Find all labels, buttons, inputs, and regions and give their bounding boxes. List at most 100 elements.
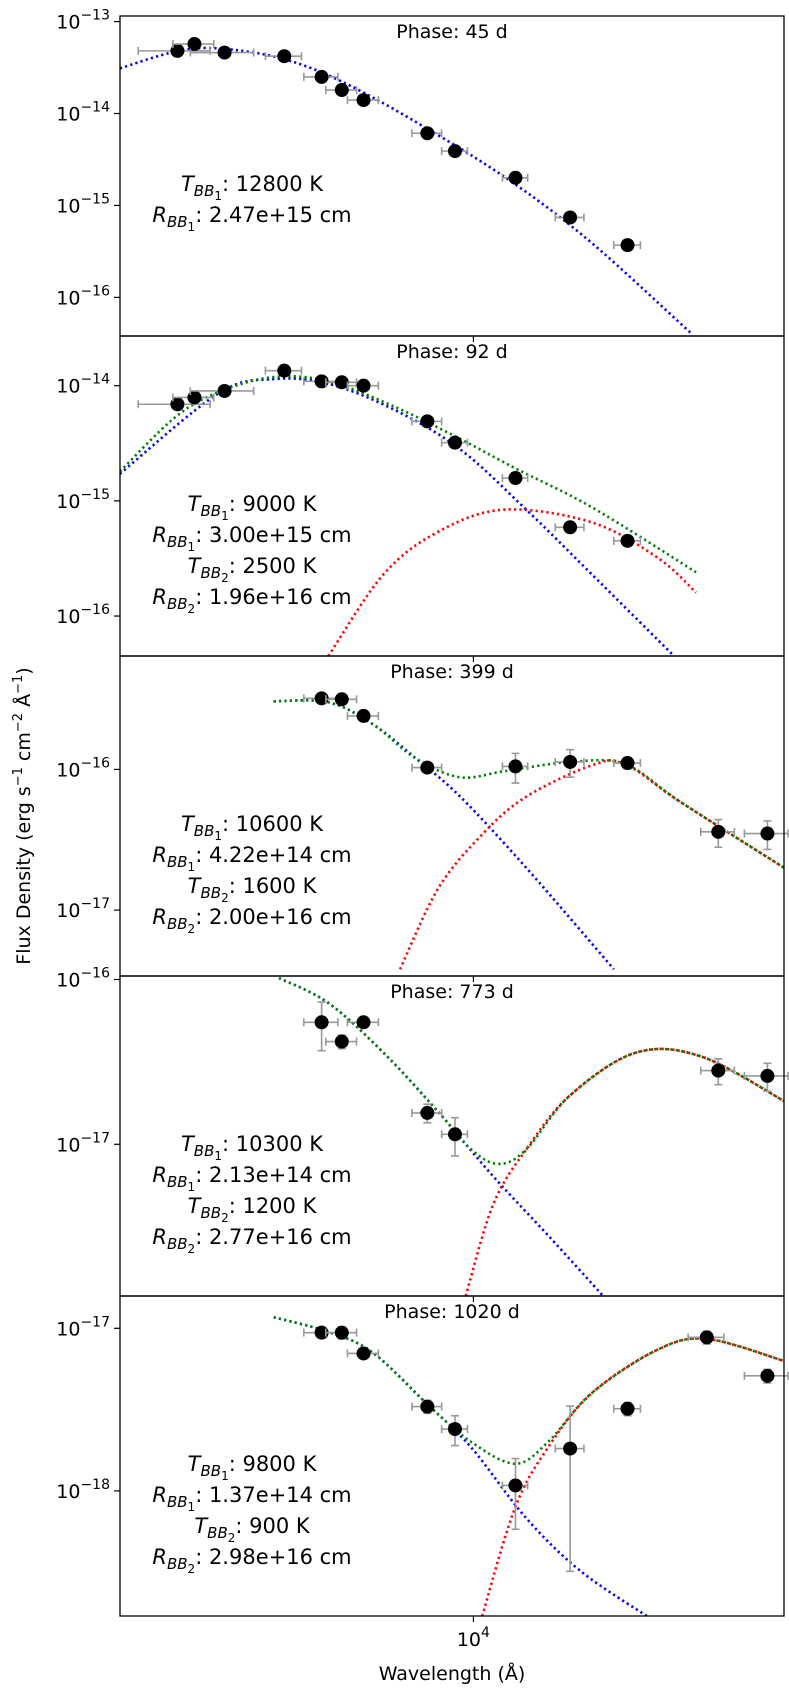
data-point bbox=[334, 1034, 349, 1049]
data-point bbox=[760, 1368, 775, 1383]
tick-exponent: −14 bbox=[80, 100, 110, 116]
data-point bbox=[563, 520, 578, 535]
tick-base: 10 bbox=[56, 606, 80, 628]
y-label-text: Å bbox=[12, 694, 35, 713]
y-label-exponent: −1 bbox=[11, 767, 26, 786]
annotation-symbol: T bbox=[181, 812, 196, 836]
data-point bbox=[760, 826, 775, 841]
tick-exponent: −17 bbox=[80, 896, 110, 912]
annotation-symbol: T bbox=[194, 1514, 209, 1538]
data-point bbox=[699, 1330, 714, 1345]
models bbox=[273, 1315, 784, 1616]
annotation-subscript: BB bbox=[200, 884, 221, 902]
tick-exponent: 4 bbox=[481, 1625, 490, 1641]
annotation-symbol: R bbox=[152, 1225, 167, 1249]
x-tick-label: 104 bbox=[457, 1625, 490, 1651]
annotation-index: 1 bbox=[188, 1180, 196, 1194]
annotation: TBB1: 9000 K bbox=[188, 492, 318, 523]
annotation-subscript: BB bbox=[200, 1462, 221, 1480]
annotation-symbol: R bbox=[152, 1483, 167, 1507]
y-tick-label: 10−14 bbox=[56, 372, 110, 398]
tick-exponent: −17 bbox=[80, 1314, 110, 1330]
annotation-text: : 10600 K bbox=[222, 812, 324, 836]
y-tick-label: 10−16 bbox=[56, 283, 110, 309]
annotation-text: : 3.00e+15 cm bbox=[195, 523, 351, 547]
data-point bbox=[760, 1068, 775, 1083]
tick-base: 10 bbox=[56, 12, 80, 34]
y-label-exponent: −1 bbox=[11, 675, 26, 694]
annotation-symbol: R bbox=[152, 523, 167, 547]
data-point bbox=[334, 375, 349, 390]
tick-base: 10 bbox=[56, 376, 80, 398]
data-point bbox=[217, 383, 232, 398]
annotation-index: 2 bbox=[188, 922, 196, 936]
x-axis-label: Wavelength (Å) bbox=[379, 1662, 526, 1685]
data-point bbox=[711, 1063, 726, 1078]
annotation-index: 2 bbox=[221, 571, 229, 585]
tick-exponent: −14 bbox=[80, 372, 110, 388]
annotation-index: 1 bbox=[188, 1500, 196, 1514]
tick-exponent: −16 bbox=[80, 602, 110, 618]
annotation-index: 2 bbox=[188, 1562, 196, 1576]
annotation-text: : 1.37e+14 cm bbox=[195, 1483, 351, 1507]
annotation: RBB2: 2.77e+16 cm bbox=[152, 1225, 351, 1256]
annotation: TBB2: 1600 K bbox=[188, 874, 318, 905]
data-point bbox=[508, 759, 523, 774]
annotation-subscript: BB bbox=[167, 1493, 188, 1511]
annotation-text: : 2.00e+16 cm bbox=[195, 905, 351, 929]
annotation-subscript: BB bbox=[167, 853, 188, 871]
y-tick-label: 10−16 bbox=[56, 755, 110, 781]
annotation-subscript: BB bbox=[207, 1524, 228, 1542]
data-point bbox=[447, 144, 462, 159]
data-point bbox=[314, 1015, 329, 1030]
model-curve bbox=[120, 377, 675, 656]
annotation: RBB2: 1.96e+16 cm bbox=[152, 585, 351, 616]
annotation-index: 2 bbox=[188, 602, 196, 616]
y-tick-label: 10−14 bbox=[56, 100, 110, 126]
model-curve bbox=[120, 374, 697, 574]
annotation: TBB1: 10300 K bbox=[181, 1132, 324, 1163]
annotation: RBB1: 3.00e+15 cm bbox=[152, 523, 351, 554]
annotation-text: : 1200 K bbox=[229, 1194, 318, 1218]
annotation-text: : 2.47e+15 cm bbox=[195, 203, 351, 227]
data-point bbox=[356, 708, 371, 723]
annotation: RBB1: 4.22e+14 cm bbox=[152, 843, 351, 874]
model-curve bbox=[273, 1315, 648, 1616]
model-curve bbox=[464, 1047, 784, 1296]
annotation-text: : 10300 K bbox=[222, 1132, 324, 1156]
tick-base: 10 bbox=[56, 1318, 80, 1340]
annotation-text: : 2.77e+16 cm bbox=[195, 1225, 351, 1249]
annotation: RBB1: 1.37e+14 cm bbox=[152, 1483, 351, 1514]
data-point bbox=[356, 93, 371, 108]
annotation-text: : 900 K bbox=[235, 1514, 311, 1538]
data-point bbox=[620, 533, 635, 548]
annotation-subscript: BB bbox=[167, 1173, 188, 1191]
annotation-index: 2 bbox=[221, 1211, 229, 1225]
data-point bbox=[447, 1422, 462, 1437]
y-tick-label: 10−17 bbox=[56, 1130, 110, 1156]
annotation: RBB2: 2.98e+16 cm bbox=[152, 1545, 351, 1576]
data-point bbox=[447, 1127, 462, 1142]
annotation-subscript: BB bbox=[194, 822, 215, 840]
model-curve bbox=[327, 508, 697, 656]
annotation-subscript: BB bbox=[200, 502, 221, 520]
annotation-symbol: T bbox=[181, 172, 196, 196]
panel-frame bbox=[119, 15, 785, 337]
annotation: TBB2: 900 K bbox=[194, 1514, 311, 1545]
annotation-symbol: T bbox=[188, 1194, 203, 1218]
y-tick-label: 10−16 bbox=[56, 602, 110, 628]
panel-title: Phase: 399 d bbox=[390, 661, 514, 683]
annotation-subscript: BB bbox=[167, 1555, 188, 1573]
annotation: TBB1: 10600 K bbox=[181, 812, 324, 843]
data-point bbox=[314, 69, 329, 84]
data-point bbox=[277, 49, 292, 64]
y-tick-label: 10−17 bbox=[56, 896, 110, 922]
models bbox=[278, 976, 784, 1296]
annotation-symbol: T bbox=[181, 1132, 196, 1156]
annotation-text: : 2.98e+16 cm bbox=[195, 1545, 351, 1569]
data-point bbox=[711, 824, 726, 839]
model-curve bbox=[398, 759, 784, 970]
tick-base: 10 bbox=[56, 195, 80, 217]
y-tick-label: 10−13 bbox=[56, 8, 110, 34]
annotation: TBB1: 12800 K bbox=[181, 172, 324, 203]
